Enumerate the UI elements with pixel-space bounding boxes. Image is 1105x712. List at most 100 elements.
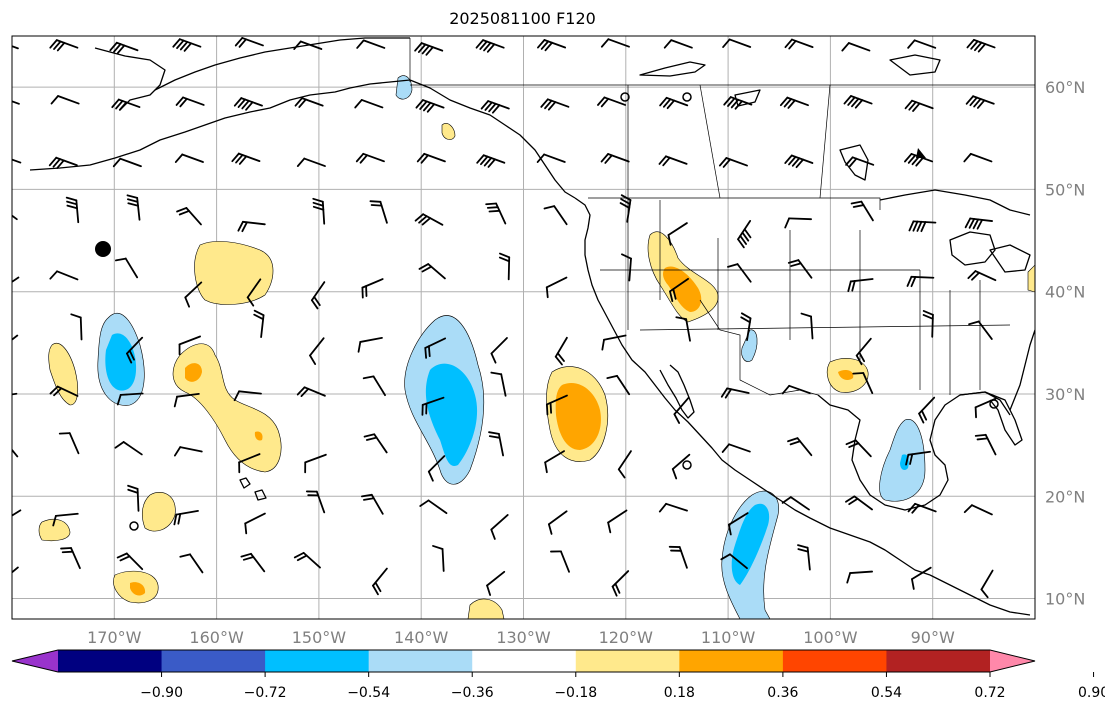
colorbar-segment bbox=[679, 650, 784, 672]
positive-anomaly-core bbox=[185, 363, 202, 382]
wind-barb bbox=[600, 153, 630, 164]
wind-barb bbox=[846, 570, 873, 584]
wind-barb bbox=[114, 441, 143, 456]
wind-barb bbox=[787, 437, 813, 457]
wind-barb bbox=[175, 96, 205, 108]
colorbar-tick-labels: −0.90 −0.72 −0.54 −0.36 −0.18 0.18 0.36 0.54 0.7… bbox=[140, 672, 1105, 701]
wind-barb bbox=[673, 396, 690, 424]
wind-barb bbox=[240, 552, 266, 573]
anomaly-shading bbox=[38, 75, 1035, 619]
wind-barb bbox=[659, 96, 689, 110]
wind-barb bbox=[427, 455, 446, 482]
wind-barb bbox=[718, 157, 748, 168]
positive-anomaly-area bbox=[194, 241, 274, 305]
wind-barb bbox=[720, 553, 748, 570]
wind-barb bbox=[49, 385, 79, 397]
wind-barb bbox=[781, 384, 811, 395]
wind-barb bbox=[12, 100, 20, 105]
wind-barb bbox=[537, 39, 567, 52]
wind-barb bbox=[126, 194, 141, 221]
wind-barb bbox=[312, 197, 326, 225]
wind-barb bbox=[905, 450, 931, 466]
wind-barb bbox=[974, 397, 997, 419]
positive-anomaly-area bbox=[141, 492, 176, 532]
wind-barb bbox=[60, 547, 81, 570]
wind-barb bbox=[544, 450, 565, 474]
lon-tick-label: 150°W bbox=[292, 628, 347, 647]
wind-barb bbox=[667, 222, 688, 246]
wind-barb bbox=[173, 446, 203, 457]
wind-barb bbox=[550, 550, 570, 573]
colorbar-tick-label: −0.72 bbox=[244, 685, 287, 701]
wind-barb bbox=[908, 220, 937, 233]
wind-barb bbox=[176, 207, 202, 226]
wind-barb bbox=[779, 96, 809, 109]
wind-barb bbox=[606, 374, 631, 396]
wind-barb bbox=[784, 38, 814, 50]
positive-anomaly-area bbox=[38, 519, 71, 542]
wind-barb bbox=[607, 509, 628, 534]
lon-tick-label: 110°W bbox=[701, 628, 756, 647]
wind-barb bbox=[964, 217, 993, 230]
wind-barb bbox=[963, 504, 993, 516]
wind-barb bbox=[233, 97, 263, 111]
wind-barb bbox=[361, 278, 384, 299]
wind-barb bbox=[784, 217, 812, 229]
wind-barb bbox=[475, 39, 505, 53]
wind-barb bbox=[414, 42, 444, 56]
wind-barb bbox=[127, 484, 140, 512]
colorbar-tick-label: −0.36 bbox=[451, 685, 494, 701]
wind-barb bbox=[244, 512, 266, 535]
wind-barb bbox=[554, 336, 568, 366]
wind-barb bbox=[369, 200, 388, 224]
station-marker bbox=[129, 521, 139, 531]
wind-barb bbox=[727, 263, 752, 283]
wind-barb bbox=[545, 394, 568, 416]
wind-barb bbox=[787, 259, 813, 279]
positive-anomaly-area bbox=[467, 598, 505, 619]
colorbar-tick-label: 0.90 bbox=[1078, 685, 1105, 701]
wind-barb bbox=[415, 99, 445, 113]
wind-barb bbox=[841, 42, 871, 52]
colorbar-extend-low bbox=[12, 650, 58, 672]
colorbar-tick-label: 0.36 bbox=[767, 685, 798, 701]
wind-barb bbox=[721, 443, 751, 453]
wind-barb bbox=[49, 39, 79, 52]
wind-barb bbox=[797, 544, 811, 571]
wind-barb bbox=[974, 433, 997, 456]
wind-barb bbox=[424, 337, 447, 359]
wind-barb bbox=[421, 396, 445, 416]
colorbar-segment bbox=[58, 650, 163, 672]
wind-barb bbox=[845, 156, 875, 168]
colorbar-tick-label: −0.54 bbox=[347, 685, 390, 701]
colorbar-extend-high bbox=[990, 650, 1035, 672]
wind-barb bbox=[372, 567, 388, 596]
colorbar-tick-label: −0.90 bbox=[140, 685, 183, 701]
wind-barb bbox=[966, 38, 996, 53]
lat-tick-label: 30°N bbox=[1045, 385, 1085, 404]
lat-tick-label: 50°N bbox=[1045, 180, 1085, 199]
lat-tick-label: 10°N bbox=[1045, 590, 1085, 609]
wind-barb bbox=[355, 152, 385, 164]
wind-barb bbox=[617, 450, 632, 479]
wind-barb bbox=[114, 257, 139, 279]
colorbar-segment bbox=[265, 650, 370, 672]
coastlines bbox=[29, 37, 1035, 616]
wind-barb bbox=[12, 276, 20, 283]
wind-barb bbox=[70, 313, 83, 341]
wind-barb bbox=[852, 372, 874, 395]
wind-barb bbox=[671, 453, 691, 480]
positive-anomaly-core bbox=[130, 582, 146, 596]
wind-barb bbox=[238, 453, 261, 474]
wind-barb bbox=[356, 39, 386, 49]
wind-barb bbox=[722, 38, 752, 48]
wind-barb bbox=[116, 552, 144, 571]
colorbar-segment bbox=[472, 650, 577, 672]
wind-barb bbox=[845, 495, 873, 511]
negative-anomaly-core bbox=[731, 503, 770, 585]
wind-barb bbox=[843, 95, 873, 109]
colorbar-segment bbox=[886, 650, 991, 672]
wind-barb bbox=[174, 153, 204, 163]
wind-barb bbox=[845, 439, 872, 458]
